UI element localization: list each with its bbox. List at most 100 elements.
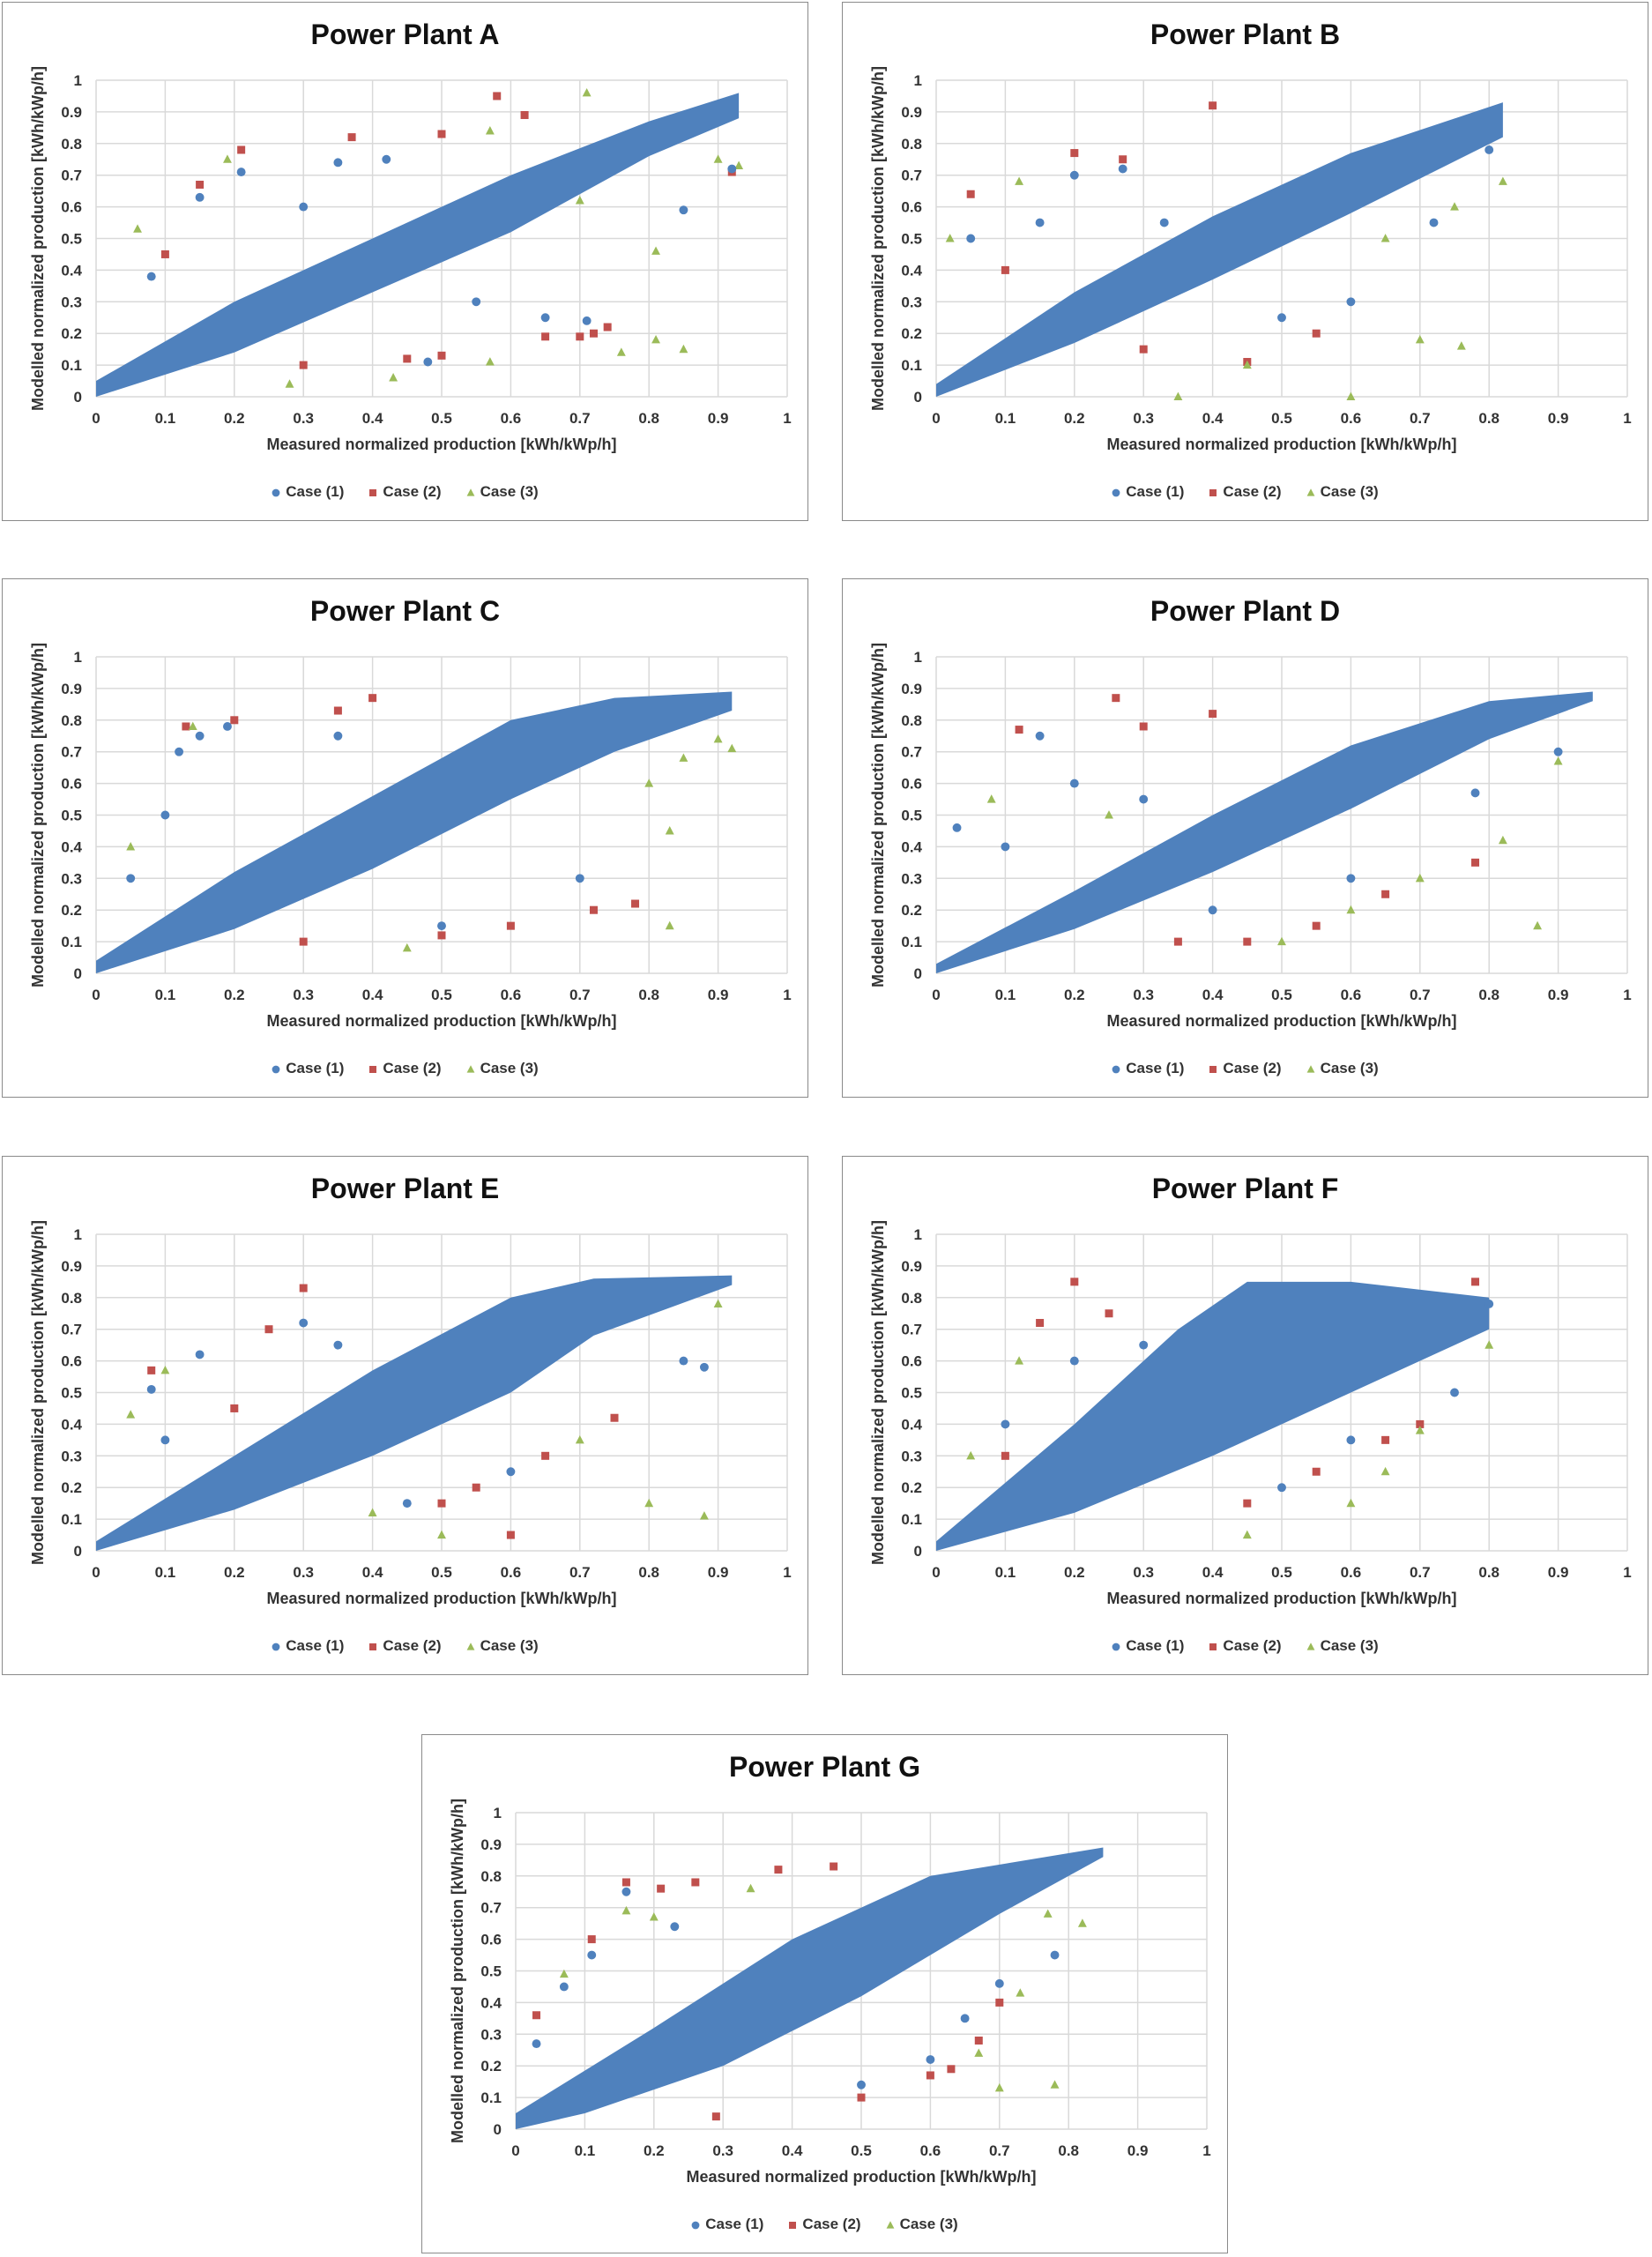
chart-title: Power Plant G [729, 1751, 920, 1783]
case1-point [952, 823, 962, 832]
case1-dense-band [936, 102, 1503, 397]
x-tick-label: 0.6 [920, 2142, 941, 2159]
y-tick-label: 0.7 [480, 1900, 502, 1917]
y-tick-label: 1 [914, 1226, 922, 1243]
case1-point [1208, 905, 1217, 915]
x-tick-label: 0.2 [224, 1564, 245, 1581]
y-tick-label: 0.1 [901, 357, 922, 374]
case3-point [1380, 1466, 1390, 1476]
case2-point [1381, 890, 1390, 898]
x-tick-label: 0.4 [1202, 987, 1224, 1003]
legend-item: Case (3) [1306, 1060, 1379, 1077]
case1-point [1139, 794, 1149, 804]
case3-point [1346, 905, 1356, 914]
case1-point [575, 874, 584, 883]
case3-point [713, 1299, 723, 1308]
case1-dense-band [936, 1281, 1490, 1551]
case3-point [368, 1508, 377, 1516]
legend-circle-icon [272, 488, 280, 496]
x-axis-label: Measured normalized production [kWh/kWp/… [266, 1012, 616, 1030]
case2-point [1173, 937, 1182, 946]
legend-label: Case (2) [383, 483, 442, 500]
y-tick-label: 0.3 [61, 870, 82, 887]
case3-point [1242, 360, 1252, 369]
case1-point [966, 234, 976, 243]
case3-point [1050, 2080, 1060, 2089]
scatter-plot: 0 0.1 0.2 0.3 0.4 0.5 0.6 0.7 0.8 0.9 1 0 0.1 0.2 0.3 0… [29, 643, 792, 1030]
case2-point [1209, 101, 1217, 110]
x-tick-label: 0.5 [851, 2142, 872, 2159]
legend-item: Case (2) [1209, 1060, 1282, 1077]
case3-point [1242, 1530, 1252, 1539]
y-tick-label: 0.1 [61, 1511, 82, 1528]
x-tick-label: 0.1 [155, 987, 176, 1003]
y-tick-label: 0.4 [61, 262, 82, 279]
case1-point [587, 1950, 597, 1960]
x-axis-label: Measured normalized production [kWh/kWp/… [1106, 1590, 1456, 1607]
case1-point [1485, 145, 1494, 154]
chart-panel-a: Power Plant A 0 0.1 0.2 0.3 0.4 0.5 0.6 0.7 0.8 0.… [2, 2, 808, 521]
case2-point [1139, 722, 1148, 731]
case2-point [264, 1325, 273, 1334]
legend: Case (1) Case (2) Case (3) [843, 1637, 1648, 1655]
y-tick-label: 0 [74, 965, 82, 982]
legend: Case (1) Case (2) Case (3) [843, 483, 1648, 501]
x-tick-label: 1 [1623, 1564, 1631, 1581]
y-tick-label: 0.5 [480, 1963, 502, 1980]
case2-point [532, 2011, 541, 2020]
y-tick-label: 0.4 [61, 838, 82, 855]
legend-label: Case (2) [802, 2216, 861, 2232]
x-tick-label: 0.8 [1058, 2142, 1079, 2159]
y-tick-label: 1 [914, 72, 922, 89]
y-tick-label: 0.6 [901, 199, 922, 216]
case1-point [382, 154, 391, 164]
x-tick-label: 0.3 [293, 987, 314, 1003]
case1-point [146, 1384, 156, 1394]
case1-point [670, 1922, 680, 1932]
case3-point [1277, 936, 1286, 946]
y-tick-label: 0.8 [61, 1290, 82, 1307]
legend-item: Case (3) [466, 1060, 539, 1077]
case3-point [1346, 391, 1356, 401]
case3-point [945, 234, 955, 242]
case2-point [541, 332, 550, 341]
case1-point [175, 747, 184, 756]
scatter-plot: 0 0.1 0.2 0.3 0.4 0.5 0.6 0.7 0.8 0.9 1 0 0.1 0.2 0.3 0… [869, 643, 1632, 1030]
case1-point [299, 1318, 309, 1328]
case2-point [493, 92, 502, 101]
x-axis-label: Measured normalized production [kWh/kWp/… [266, 436, 616, 453]
legend-item: Case (1) [1112, 483, 1184, 501]
y-tick-label: 0.6 [61, 776, 82, 793]
chart-title: Power Plant A [310, 19, 500, 50]
case3-point [734, 160, 744, 169]
x-tick-label: 1 [783, 1564, 791, 1581]
case3-point [575, 1434, 584, 1444]
case3-point [575, 196, 584, 205]
x-tick-label: 0.8 [638, 410, 659, 427]
case1-point [727, 164, 737, 174]
case1-point [1346, 874, 1356, 883]
case3-point [665, 826, 674, 835]
x-tick-label: 0.4 [1202, 410, 1224, 427]
case2-point [589, 329, 598, 338]
case2-point [603, 323, 612, 331]
case1-dense-band [516, 1847, 1104, 2129]
scatter-plot: 0 0.1 0.2 0.3 0.4 0.5 0.6 0.7 0.8 0.9 1 0 0.1 0.2 0.3 0… [449, 1799, 1211, 2186]
x-tick-label: 0.9 [1548, 987, 1569, 1003]
case3-point [126, 842, 136, 851]
y-tick-label: 0.2 [901, 902, 922, 919]
y-tick-label: 0.5 [901, 808, 922, 824]
x-tick-label: 1 [783, 410, 791, 427]
x-tick-label: 0.9 [708, 987, 729, 1003]
y-tick-label: 0.4 [61, 1416, 82, 1433]
case3-point [1498, 835, 1507, 845]
case2-point [437, 130, 446, 138]
x-tick-label: 0 [92, 410, 100, 427]
case3-point [188, 721, 197, 731]
case1-point [960, 2014, 970, 2023]
y-tick-label: 1 [74, 649, 82, 666]
x-tick-label: 1 [1202, 2142, 1210, 2159]
case3-point [1043, 1909, 1053, 1918]
y-tick-label: 0.5 [61, 808, 82, 824]
case3-point [644, 778, 654, 787]
